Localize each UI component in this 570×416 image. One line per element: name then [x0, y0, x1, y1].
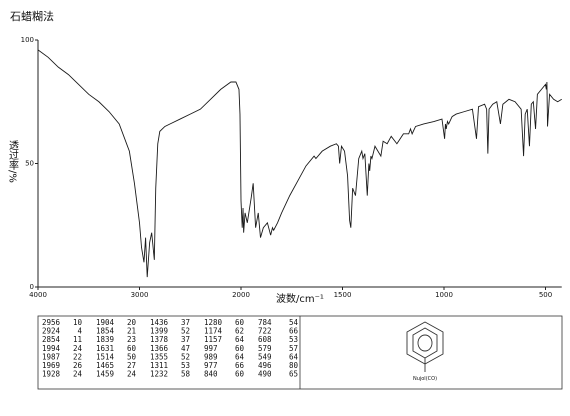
structure-label: Nujol(CO) — [413, 376, 437, 382]
table-wavenumber: 1280 — [204, 318, 223, 327]
table-transmittance: 50 — [127, 352, 137, 361]
table-transmittance: 53 — [181, 361, 190, 370]
table-transmittance: 64 — [289, 352, 299, 361]
table-wavenumber: 1987 — [42, 352, 60, 361]
table-transmittance: 22 — [73, 352, 82, 361]
y-tick-label: 100 — [21, 36, 34, 44]
table-transmittance: 64 — [235, 352, 245, 361]
x-tick-label: 3000 — [131, 291, 149, 299]
table-wavenumber: 1366 — [150, 344, 169, 353]
table-wavenumber: 2956 — [42, 318, 61, 327]
table-wavenumber: 1459 — [96, 370, 114, 379]
table-wavenumber: 1994 — [42, 344, 61, 353]
table-transmittance: 10 — [73, 318, 83, 327]
table-wavenumber: 977 — [204, 361, 218, 370]
table-wavenumber: 1232 — [150, 370, 168, 379]
table-wavenumber: 1928 — [42, 370, 61, 379]
table-transmittance: 47 — [181, 344, 190, 353]
table-transmittance: 37 — [181, 335, 190, 344]
table-wavenumber: 1969 — [42, 361, 60, 370]
table-transmittance: 21 — [127, 327, 136, 336]
y-tick-label: 0 — [30, 283, 34, 291]
table-wavenumber: 608 — [258, 335, 272, 344]
y-tick-label: 50 — [25, 160, 34, 168]
table-transmittance: 60 — [235, 344, 245, 353]
table-transmittance: 52 — [181, 327, 190, 336]
table-wavenumber: 549 — [258, 352, 272, 361]
table-wavenumber: 1399 — [150, 327, 168, 336]
table-wavenumber: 579 — [258, 344, 272, 353]
table-wavenumber: 1904 — [96, 318, 115, 327]
table-wavenumber: 2854 — [42, 335, 61, 344]
table-transmittance: 27 — [127, 361, 136, 370]
table-wavenumber: 496 — [258, 361, 272, 370]
table-wavenumber: 784 — [258, 318, 272, 327]
table-transmittance: 66 — [235, 361, 245, 370]
table-wavenumber: 490 — [258, 370, 272, 379]
table-wavenumber: 1514 — [96, 352, 115, 361]
spectrum-line — [37, 49, 562, 278]
table-wavenumber: 1839 — [96, 335, 114, 344]
table-transmittance: 24 — [73, 370, 83, 379]
x-tick-label: 1000 — [435, 291, 453, 299]
table-wavenumber: 840 — [204, 370, 218, 379]
table-wavenumber: 989 — [204, 352, 218, 361]
chart-title: 石蜡糊法 — [10, 9, 54, 23]
table-wavenumber: 2924 — [42, 327, 61, 336]
table-transmittance: 26 — [73, 361, 83, 370]
table-transmittance: 11 — [73, 335, 82, 344]
table-transmittance: 23 — [127, 335, 136, 344]
table-transmittance: 60 — [235, 318, 245, 327]
table-wavenumber: 1631 — [96, 344, 114, 353]
x-tick-label: 500 — [539, 291, 552, 299]
table-transmittance: 37 — [181, 318, 190, 327]
x-tick-label: 1500 — [334, 291, 352, 299]
table-transmittance: 64 — [235, 335, 245, 344]
table-transmittance: 65 — [289, 370, 298, 379]
table-transmittance: 62 — [235, 327, 244, 336]
table-transmittance: 4 — [77, 327, 82, 336]
table-wavenumber: 1854 — [96, 327, 115, 336]
table-transmittance: 60 — [235, 370, 245, 379]
table-wavenumber: 1174 — [204, 327, 223, 336]
table-wavenumber: 1465 — [96, 361, 114, 370]
table-transmittance: 52 — [181, 352, 190, 361]
table-transmittance: 80 — [289, 361, 299, 370]
table-transmittance: 66 — [289, 327, 299, 336]
table-transmittance: 54 — [289, 318, 299, 327]
structure — [406, 321, 444, 372]
x-axis-label: 波数/cm⁻¹ — [276, 292, 324, 305]
table-transmittance: 57 — [289, 344, 298, 353]
x-tick-label: 2000 — [232, 291, 250, 299]
table-wavenumber: 1436 — [150, 318, 169, 327]
table-transmittance: 24 — [127, 370, 137, 379]
table-wavenumber: 1157 — [204, 335, 222, 344]
table-wavenumber: 722 — [258, 327, 272, 336]
table-wavenumber: 997 — [204, 344, 218, 353]
table-transmittance: 60 — [127, 344, 137, 353]
table-transmittance: 58 — [181, 370, 191, 379]
x-tick-label: 4000 — [29, 291, 47, 299]
table-transmittance: 53 — [289, 335, 298, 344]
table-wavenumber: 1355 — [150, 352, 168, 361]
y-axis-label: 透过率/% — [7, 140, 19, 183]
table-wavenumber: 1311 — [150, 361, 168, 370]
table-transmittance: 20 — [127, 318, 137, 327]
table-wavenumber: 1378 — [150, 335, 169, 344]
table-transmittance: 24 — [73, 344, 83, 353]
